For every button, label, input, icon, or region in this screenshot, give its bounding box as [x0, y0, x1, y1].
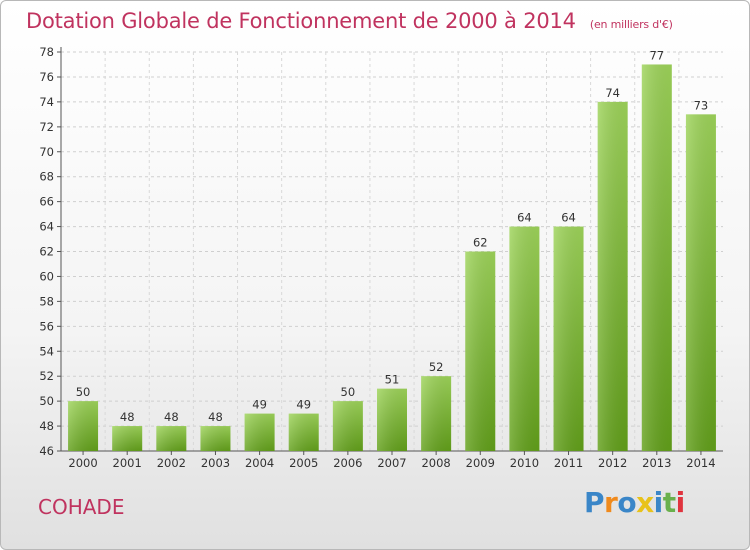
bar-shading	[641, 64, 672, 451]
x-tick-label: 2010	[510, 456, 539, 470]
x-tick-label: 2011	[554, 456, 583, 470]
data-label: 50	[341, 385, 356, 399]
bar-shading	[421, 376, 452, 451]
y-tick-label: 52	[39, 369, 54, 383]
y-tick-label: 58	[39, 294, 54, 308]
y-tick-label: 50	[39, 394, 54, 408]
proxiti-logo: Proxiti	[584, 486, 685, 519]
data-label: 77	[649, 48, 664, 62]
x-tick-label: 2004	[245, 456, 274, 470]
bars	[68, 64, 716, 451]
chart-title: Dotation Globale de Fonctionnement de 20…	[26, 9, 673, 33]
logo-letter: P	[584, 486, 605, 519]
bar-shading	[377, 388, 407, 451]
y-tick-label: 70	[39, 145, 54, 159]
bar-shading	[685, 114, 716, 451]
tick-labels: 46 48 50 52 54 56 58 60 62 64 66 68 70 72 74 76 78 2000 20…	[39, 45, 715, 470]
x-tick-label: 2006	[333, 456, 362, 470]
y-tick-label: 64	[39, 220, 54, 234]
data-labels: 50 48 48 48 49 49 50 51 52 62 64 64 74 77 73	[76, 48, 709, 424]
data-label: 49	[252, 398, 267, 412]
x-tick-label: 2001	[113, 456, 142, 470]
data-label: 73	[694, 98, 709, 112]
y-tick-label: 78	[39, 45, 54, 59]
x-tick-label: 2000	[68, 456, 97, 470]
data-label: 74	[605, 86, 620, 100]
y-tick-label: 48	[39, 419, 54, 433]
bar-shading	[509, 226, 540, 451]
x-tick-label: 2014	[686, 456, 715, 470]
data-label: 64	[517, 211, 532, 225]
x-tick-label: 2003	[201, 456, 230, 470]
bar-shading	[465, 251, 496, 451]
y-tick-label: 68	[39, 170, 54, 184]
logo-letter: i	[675, 486, 686, 519]
logo-letter: x	[636, 486, 654, 519]
x-tick-label: 2002	[157, 456, 186, 470]
logo-letter: t	[662, 486, 676, 519]
y-tick-label: 66	[39, 195, 54, 209]
bar-shading	[112, 426, 143, 451]
data-label: 62	[473, 236, 488, 250]
y-tick-label: 60	[39, 269, 54, 283]
y-tick-label: 72	[39, 120, 54, 134]
bar-shading	[332, 401, 363, 451]
data-label: 48	[120, 410, 135, 424]
data-label: 52	[429, 360, 444, 374]
logo-letter: i	[653, 486, 664, 519]
bar-shading	[68, 401, 99, 451]
x-tick-label: 2009	[466, 456, 495, 470]
data-label: 64	[561, 211, 576, 225]
data-label: 50	[76, 385, 91, 399]
bar-shading	[156, 426, 187, 451]
place-name: COHADE	[38, 495, 125, 519]
chart-subtitle: (en milliers d'€)	[589, 18, 673, 31]
y-tick-label: 76	[39, 70, 54, 84]
bar-shading	[288, 413, 319, 451]
y-tick-label: 74	[39, 95, 54, 109]
logo-letter: o	[617, 486, 637, 519]
x-tick-label: 2005	[289, 456, 318, 470]
y-tick-label: 46	[39, 444, 54, 458]
data-label: 48	[208, 410, 223, 424]
x-tick-label: 2007	[377, 456, 406, 470]
bar-shading	[597, 101, 628, 451]
x-tick-label: 2008	[421, 456, 450, 470]
data-label: 51	[385, 373, 400, 387]
y-tick-label: 54	[39, 344, 54, 358]
y-tick-label: 56	[39, 319, 54, 333]
bar-shading	[244, 413, 275, 451]
logo-letter: r	[604, 486, 618, 519]
data-label: 48	[164, 410, 179, 424]
y-tick-label: 62	[39, 245, 54, 259]
x-tick-label: 2013	[642, 456, 671, 470]
data-label: 49	[296, 398, 311, 412]
bar-shading	[553, 226, 584, 451]
x-tick-label: 2012	[598, 456, 627, 470]
bar-shading	[200, 426, 231, 451]
